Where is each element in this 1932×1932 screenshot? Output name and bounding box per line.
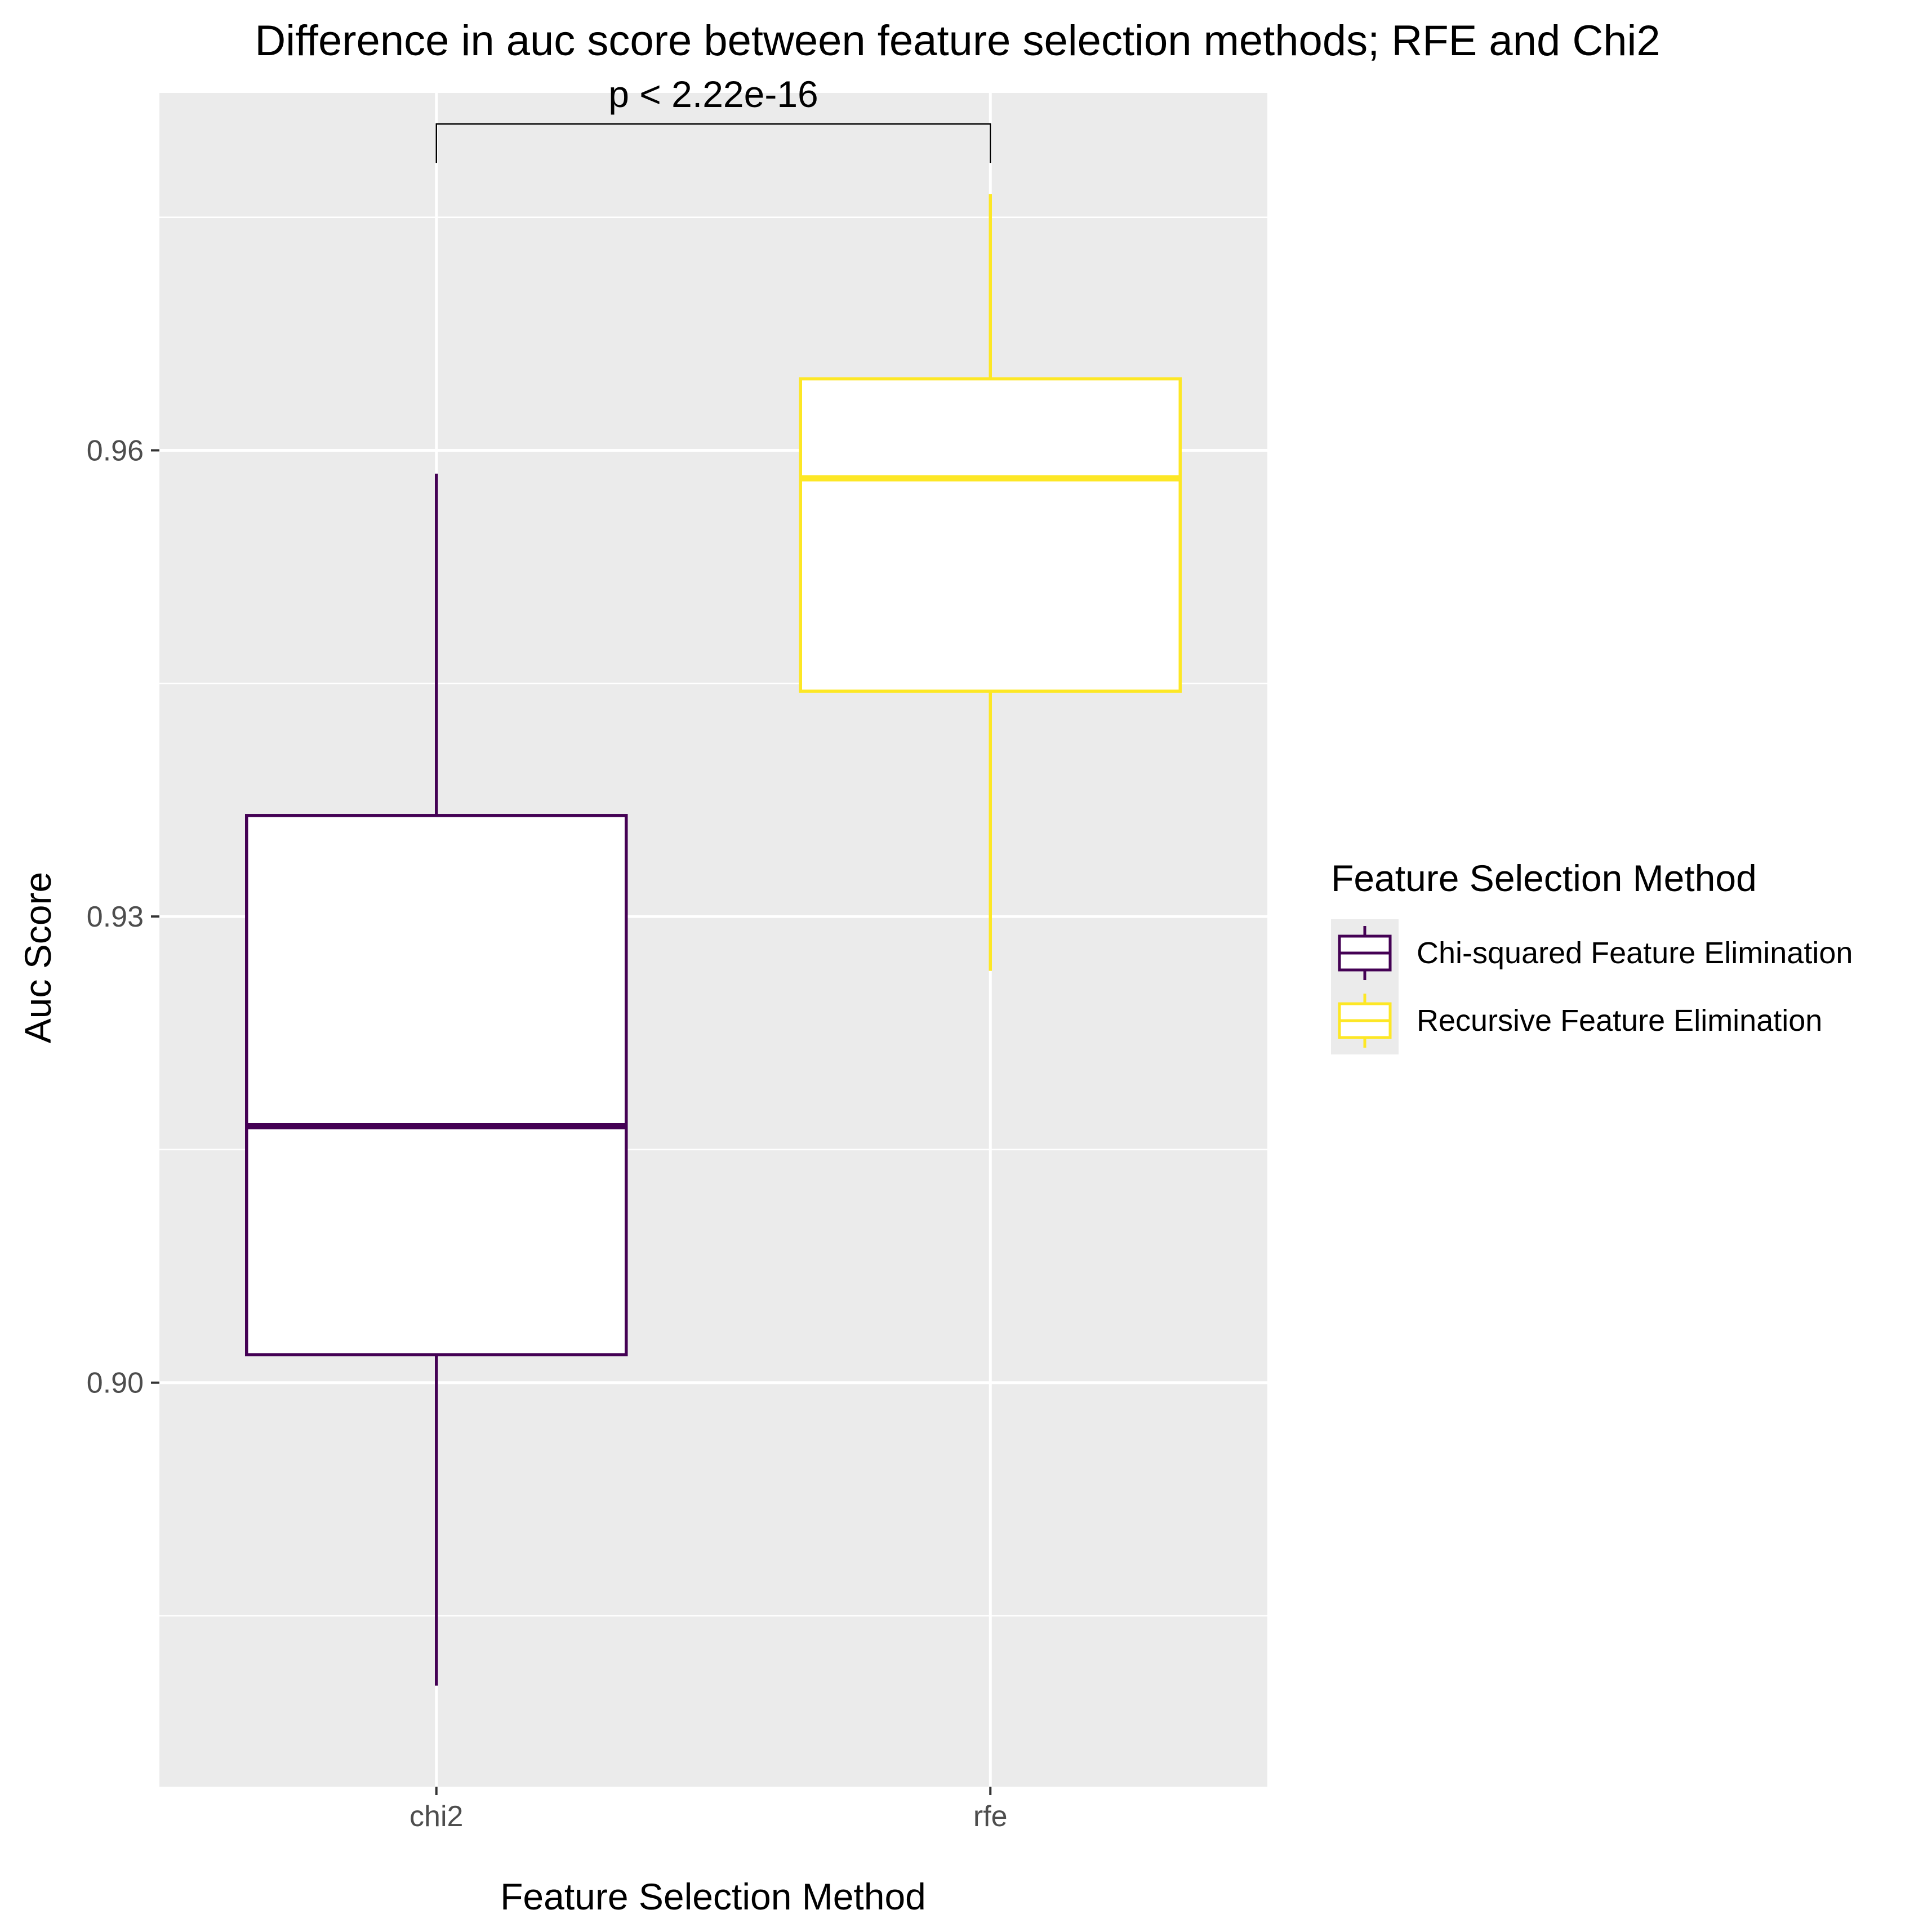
- p-value-label: p < 2.22e-16: [608, 73, 818, 115]
- x-axis-label: Feature Selection Method: [500, 1876, 926, 1917]
- box-layer: [245, 194, 1182, 1686]
- significance-bracket: [435, 123, 991, 163]
- x-tick-label: rfe: [973, 1800, 1008, 1833]
- y-tick-label: 0.93: [87, 901, 144, 933]
- y-axis-label: Auc Score: [17, 872, 59, 1043]
- x-tick-label: chi2: [409, 1800, 463, 1833]
- y-tick-label: 0.96: [87, 435, 144, 468]
- legend-label: Chi-squared Feature Elimination: [1417, 936, 1853, 970]
- box-chi2: [245, 814, 628, 1356]
- legend-label: Recursive Feature Elimination: [1417, 1004, 1822, 1038]
- legend-title: Feature Selection Method: [1331, 857, 1757, 899]
- y-tick-label: 0.90: [87, 1367, 144, 1400]
- legend: Feature Selection Method Chi-squared Fea…: [1331, 857, 1853, 1054]
- significance-annotation: p < 2.22e-16: [435, 73, 991, 163]
- legend-items: Chi-squared Feature Elimination Recursive…: [1338, 926, 1853, 1048]
- box-rfe: [799, 377, 1182, 693]
- chart-title: Difference in auc score between feature …: [255, 17, 1660, 65]
- axes: 0.90 0.93 0.96 chi2 rfe: [87, 435, 1008, 1833]
